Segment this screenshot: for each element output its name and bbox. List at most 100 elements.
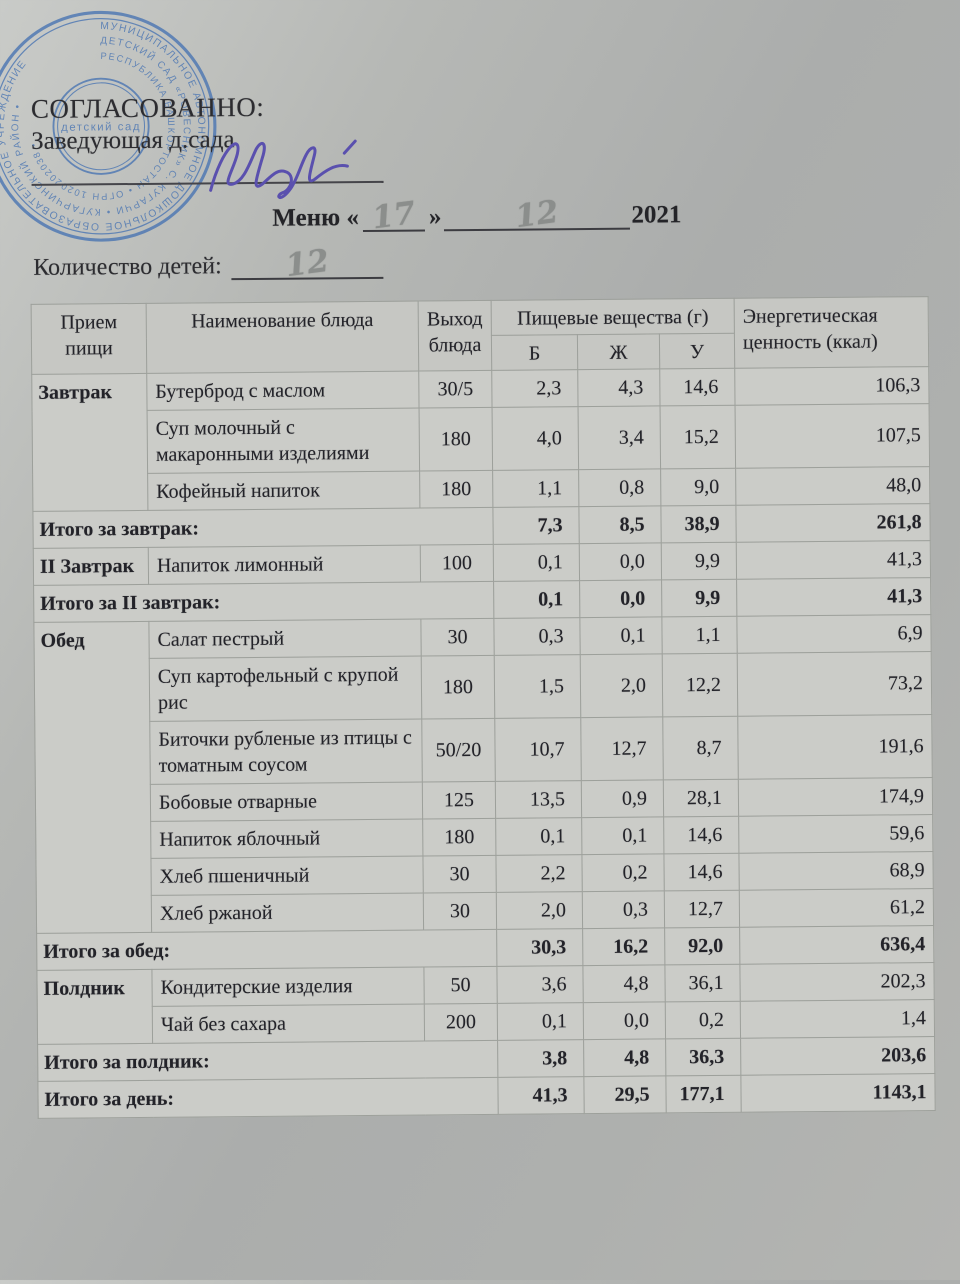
fat-total-cell: 16,2: [582, 927, 665, 966]
energy-cell: 59,6: [738, 814, 933, 854]
output-cell: 180: [419, 407, 493, 472]
children-count-blank: 12: [231, 243, 384, 284]
energy-cell: 107,5: [735, 403, 930, 469]
fat-cell: 4,8: [582, 964, 666, 1003]
energy-cell: 106,3: [734, 366, 930, 406]
children-count-label: Количество детей:: [33, 253, 222, 281]
header-dish: Наименование блюда: [146, 301, 419, 374]
fat-total-cell: 8,5: [578, 505, 662, 544]
carbs-cell: 0,2: [665, 1001, 741, 1039]
protein-cell: 1,5: [494, 654, 581, 719]
carbs-total-cell: 177,1: [665, 1075, 742, 1113]
carbs-cell: 28,1: [663, 779, 739, 817]
carbs-cell: 15,2: [660, 405, 736, 469]
protein-cell: 0,1: [493, 543, 580, 582]
dish-name-cell: Напиток лимонный: [148, 545, 421, 585]
carbs-total-cell: 92,0: [664, 927, 740, 965]
total-label-cell: Итого за завтрак:: [32, 507, 494, 549]
header-meal: Прием пищи: [31, 303, 147, 375]
carbs-cell: 9,9: [661, 542, 737, 580]
menu-year: 2021: [631, 201, 682, 229]
menu-table-header: Прием пищи Наименование блюда Выход блюд…: [31, 296, 929, 375]
dish-name-cell: Биточки рубленые из птицы с томатным соу…: [149, 719, 423, 785]
fat-cell: 0,9: [581, 779, 664, 818]
protein-cell: 3,6: [496, 965, 584, 1004]
menu-row: Суп молочный с макаронными изделиями 180 4…: [32, 403, 930, 475]
fat-total-cell: 4,8: [583, 1038, 666, 1077]
energy-total-cell: 41,3: [736, 577, 931, 617]
carbs-cell: 36,1: [664, 964, 741, 1002]
fat-cell: 0,8: [578, 468, 661, 507]
header-output: Выход блюда: [418, 300, 492, 372]
output-cell: 30: [422, 855, 497, 894]
meal-cell: Полдник: [36, 969, 153, 1045]
output-cell: 50: [423, 966, 498, 1005]
protein-cell: 2,3: [491, 369, 579, 408]
dish-name-cell: Суп картофельный с крупой рис: [149, 656, 422, 722]
total-label-cell: Итого за обед:: [36, 929, 497, 971]
protein-cell: 1,1: [492, 469, 579, 508]
menu-table: Прием пищи Наименование блюда Выход блюд…: [31, 296, 936, 1119]
dish-name-cell: Бутерброд с маслом: [146, 371, 420, 411]
carbs-total-cell: 36,3: [665, 1038, 741, 1076]
fat-cell: 0,1: [581, 816, 664, 855]
energy-cell: 6,9: [736, 614, 932, 654]
output-cell: 180: [419, 470, 493, 509]
fat-cell: 12,7: [580, 716, 664, 781]
total-row: Итого за день: 41,3 29,5 177,1 1143,1: [37, 1073, 936, 1119]
dish-name-cell: Бобовые отварные: [150, 782, 423, 822]
meal-cell: Обед: [33, 621, 152, 934]
official-round-stamp-icon: МУНИЦИПАЛЬНОЕ АВТОНОМНОЕ ДОШКОЛЬНОЕ ОБРА…: [0, 10, 217, 242]
carbs-cell: 12,2: [662, 653, 738, 717]
output-cell: 50/20: [421, 718, 496, 783]
menu-close-quote: »: [428, 203, 442, 231]
output-cell: 100: [420, 544, 494, 583]
header-nutrients: Пищевые вещества (г): [491, 298, 735, 336]
total-label-cell: Итого за день:: [37, 1077, 499, 1119]
fat-cell: 0,0: [579, 542, 662, 581]
total-label-cell: Итого за II завтрак:: [33, 581, 494, 623]
protein-cell: 0,1: [495, 817, 582, 856]
fat-cell: 0,0: [583, 1001, 666, 1040]
meal-cell: Завтрак: [31, 373, 148, 512]
stamp-center-text: детский сад: [61, 121, 141, 134]
carbs-cell: 8,7: [662, 716, 739, 780]
carbs-cell: 9,0: [660, 468, 736, 506]
protein-cell: 10,7: [494, 717, 582, 782]
carbs-total-cell: 38,9: [660, 505, 737, 543]
energy-cell: 73,2: [737, 651, 932, 717]
protein-cell: 4,0: [492, 406, 579, 471]
energy-cell: 202,3: [739, 962, 935, 1002]
energy-cell: 48,0: [735, 466, 930, 506]
output-cell: 180: [422, 818, 496, 857]
fat-cell: 4,3: [577, 368, 661, 407]
fat-total-cell: 29,5: [583, 1075, 667, 1114]
fat-cell: 0,2: [581, 853, 665, 892]
dish-name-cell: Чай без сахара: [152, 1004, 425, 1044]
protein-cell: 2,2: [495, 854, 583, 893]
dish-name-cell: Салат пестрый: [148, 619, 422, 659]
output-cell: 125: [422, 781, 496, 820]
menu-prefix: Меню «: [272, 204, 360, 232]
protein-cell: 2,0: [496, 891, 583, 930]
fat-cell: 0,1: [579, 616, 663, 655]
protein-total-cell: 41,3: [497, 1076, 585, 1115]
carbs-cell: 12,7: [664, 890, 740, 928]
fat-total-cell: 0,0: [579, 579, 662, 618]
energy-total-cell: 261,8: [735, 503, 931, 543]
handwritten-day: 17: [370, 195, 418, 237]
carbs-total-cell: 9,9: [661, 579, 737, 617]
energy-total-cell: 636,4: [739, 925, 934, 965]
energy-cell: 68,9: [738, 851, 934, 891]
energy-total-cell: 203,6: [740, 1036, 935, 1076]
protein-total-cell: 3,8: [497, 1039, 584, 1078]
fat-cell: 2,0: [580, 653, 663, 718]
dish-name-cell: Хлеб пшеничный: [150, 856, 424, 896]
protein-cell: 13,5: [495, 780, 582, 819]
dish-name-cell: Напиток яблочный: [150, 819, 423, 859]
dish-name-cell: Кондитерские изделия: [151, 967, 425, 1007]
signature-scribble: [209, 139, 357, 199]
stamp-circle: [0, 18, 210, 235]
children-count-line: Количество детей: 12: [33, 243, 384, 284]
header-protein: Б: [491, 334, 578, 371]
